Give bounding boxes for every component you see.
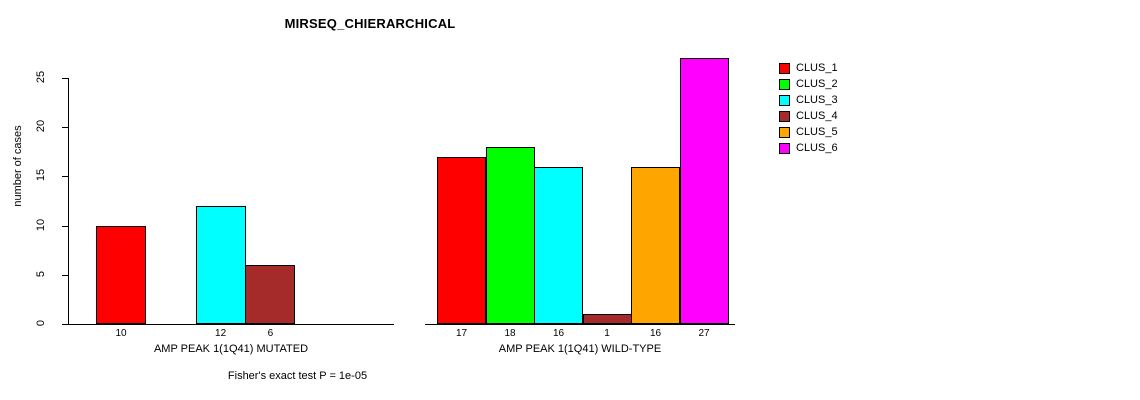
y-axis-tick xyxy=(62,274,69,276)
y-axis-line xyxy=(68,78,69,325)
legend-item-label: CLUS_2 xyxy=(796,78,838,90)
y-axis-tick xyxy=(62,78,69,79)
legend-swatch-icon xyxy=(779,110,790,122)
y-axis-tick-label: 10 xyxy=(35,218,47,231)
bar-amp-peak-1-1q41-mutated-clus_4[interactable] xyxy=(245,264,296,324)
legend-item-clus_3[interactable]: CLUS_3 xyxy=(779,92,838,108)
bar-value-label: 1 xyxy=(604,328,610,339)
panel-label-wild-type: AMP PEAK 1(1Q41) WILD-TYPE xyxy=(498,343,662,355)
bar-value-label: 18 xyxy=(504,328,516,339)
bar-amp-peak-1-1q41-mutated-clus_3[interactable] xyxy=(195,205,246,324)
y-axis-tick-label: 15 xyxy=(35,169,47,182)
bar-value-label: 16 xyxy=(649,328,662,339)
legend-item-label: CLUS_5 xyxy=(796,126,838,138)
legend-item-label: CLUS_6 xyxy=(796,142,838,154)
chart-title: MIRSEQ_CHIERARCHICAL xyxy=(284,16,456,31)
legend-swatch-icon xyxy=(779,78,790,90)
y-axis-tick xyxy=(62,176,69,178)
y-axis-tick-label: 0 xyxy=(35,319,47,327)
legend-swatch-icon xyxy=(779,126,790,138)
y-axis-label: number of cases xyxy=(12,125,24,207)
y-axis-tick-label: 25 xyxy=(35,70,47,84)
legend-swatch-icon xyxy=(779,94,790,106)
bar-amp-peak-1-1q41-wild-type-clus_6[interactable] xyxy=(679,58,729,324)
bar-value-label: 10 xyxy=(115,328,127,339)
y-axis-tick xyxy=(62,324,69,325)
bar-value-label: 16 xyxy=(552,328,565,339)
bar-amp-peak-1-1q41-wild-type-clus_1[interactable] xyxy=(437,156,486,324)
panel-label-mutated: AMP PEAK 1(1Q41) MUTATED xyxy=(153,343,309,355)
legend-item-clus_1[interactable]: CLUS_1 xyxy=(779,60,838,76)
y-axis-tick-label: 5 xyxy=(35,270,47,277)
bar-amp-peak-1-1q41-wild-type-clus_4[interactable] xyxy=(582,314,632,324)
y-axis-tick xyxy=(62,225,69,227)
legend-item-label: CLUS_4 xyxy=(796,110,838,122)
legend-swatch-icon xyxy=(779,62,790,74)
legend-item-label: CLUS_1 xyxy=(796,62,838,74)
legend-item-label: CLUS_3 xyxy=(796,94,838,106)
statistical-test-annotation: Fisher's exact test P = 1e-05 xyxy=(0,370,1140,382)
y-axis-tick xyxy=(62,127,69,129)
bar-value-label: 17 xyxy=(455,328,468,339)
legend-item-clus_4[interactable]: CLUS_4 xyxy=(779,108,838,124)
bar-amp-peak-1-1q41-wild-type-clus_2[interactable] xyxy=(485,146,535,324)
x-axis-line-right xyxy=(425,324,735,325)
legend: CLUS_1 CLUS_2 CLUS_3 CLUS_4 CLUS_5 CLUS_6 xyxy=(779,60,838,156)
x-axis-line-left xyxy=(68,324,394,325)
bar-value-label: 6 xyxy=(267,328,274,339)
legend-item-clus_2[interactable]: CLUS_2 xyxy=(779,76,838,92)
bar-value-label: 12 xyxy=(215,328,227,339)
y-axis-tick-label: 20 xyxy=(35,120,47,133)
bar-amp-peak-1-1q41-wild-type-clus_3[interactable] xyxy=(534,166,583,324)
bar-value-label: 27 xyxy=(698,328,710,339)
legend-item-clus_5[interactable]: CLUS_5 xyxy=(779,124,838,140)
bar-amp-peak-1-1q41-mutated-clus_1[interactable] xyxy=(96,225,146,324)
legend-swatch-icon xyxy=(779,142,790,154)
legend-item-clus_6[interactable]: CLUS_6 xyxy=(779,140,838,156)
statistical-test-text: Fisher's exact test P = 1e-05 xyxy=(227,370,368,382)
bar-amp-peak-1-1q41-wild-type-clus_5[interactable] xyxy=(631,166,680,324)
